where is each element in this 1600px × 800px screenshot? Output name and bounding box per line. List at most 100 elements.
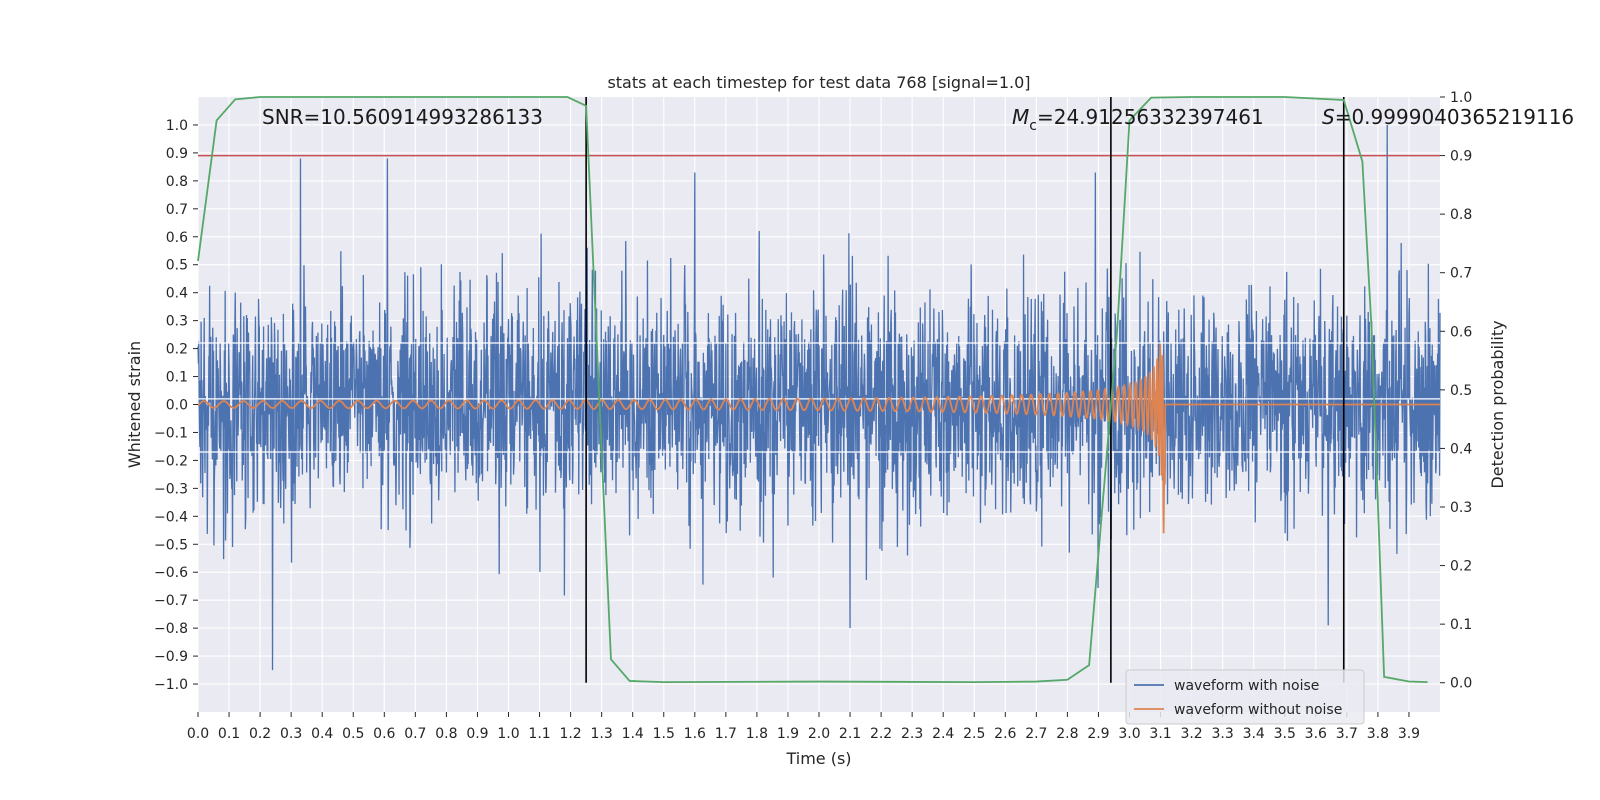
noise-series [197, 124, 1441, 671]
x-tick-label: 1.9 [777, 726, 799, 742]
x-tick-label: 2.4 [932, 726, 954, 742]
y2-tick-label: 0.1 [1450, 617, 1472, 633]
y-tick-label: −0.2 [154, 453, 188, 469]
y-tick-label: −1.0 [154, 677, 188, 693]
annotation-chirp-mass: Mc=24.91256332397461 [1012, 105, 1264, 134]
x-tick-label: 1.0 [497, 726, 519, 742]
y-tick-label: −0.3 [154, 481, 188, 497]
annotation-chirp-mass-symbol: M [1012, 105, 1029, 129]
annotation-chirp-mass-value: =24.91256332397461 [1037, 105, 1264, 129]
horizontal-reference-lines [198, 342, 1440, 453]
x-tick-label: 2.3 [901, 726, 923, 742]
vertical-markers [585, 97, 1345, 683]
y2-tick-label: 0.3 [1450, 500, 1472, 516]
x-tick-label: 1.4 [622, 726, 644, 742]
y-axis-ticks: 1.0 0.9 0.8 0.7 0.6 0.5 0.4 0.3 0.2 0.1 0.0 −0.1 −0.… [154, 118, 198, 693]
y2-axis-ticks: 0.0 0.1 0.2 0.3 0.4 0.5 0.6 0.7 0.8 0.9 1.0 [1440, 90, 1472, 692]
x-tick-label: 1.2 [559, 726, 581, 742]
chart-title: stats at each timestep for test data 768… [607, 73, 1030, 92]
y2-tick-label: 1.0 [1450, 90, 1472, 106]
y-tick-label: 0.2 [166, 342, 188, 358]
y-tick-label: −0.1 [154, 425, 188, 441]
x-tick-label: 1.8 [746, 726, 768, 742]
x-tick-label: 0.8 [435, 726, 457, 742]
y-tick-label: 0.0 [166, 398, 188, 414]
y2-tick-label: 0.4 [1450, 441, 1472, 457]
x-tick-label: 0.4 [311, 726, 333, 742]
y-tick-label: 1.0 [166, 118, 188, 134]
x-tick-label: 2.2 [870, 726, 892, 742]
x-tick-label: 3.7 [1336, 726, 1358, 742]
x-tick-label: 0.3 [280, 726, 302, 742]
x-tick-label: 3.9 [1398, 726, 1420, 742]
annotation-score-symbol: S [1322, 105, 1335, 129]
y2-tick-label: 0.0 [1450, 676, 1472, 692]
series-line-detection-probability [197, 96, 1428, 684]
y-axis-label: Whitened strain [125, 341, 144, 468]
annotation-chirp-mass-subscript: c [1029, 118, 1037, 134]
y-tick-label: −0.7 [154, 593, 188, 609]
x-tick-label: 0.1 [218, 726, 240, 742]
x-tick-label: 2.5 [963, 726, 985, 742]
series-line-waveform-with-noise [197, 124, 1441, 671]
x-axis-label: Time (s) [785, 749, 851, 768]
y-tick-label: 0.8 [166, 174, 188, 190]
annotation-score-value: =0.9999040365219116 [1335, 105, 1574, 129]
x-tick-label: 2.0 [808, 726, 830, 742]
x-tick-label: 0.0 [187, 726, 209, 742]
x-tick-label: 2.7 [1025, 726, 1047, 742]
x-tick-label: 0.6 [373, 726, 395, 742]
x-tick-label: 2.9 [1087, 726, 1109, 742]
y-tick-label: −0.9 [154, 649, 188, 665]
x-tick-label: 0.9 [466, 726, 488, 742]
y-tick-label: −0.6 [154, 565, 188, 581]
x-tick-label: 2.8 [1056, 726, 1078, 742]
x-tick-label: 3.5 [1274, 726, 1296, 742]
y2-tick-label: 0.6 [1450, 324, 1472, 340]
x-tick-label: 2.1 [839, 726, 861, 742]
y-tick-label: 0.6 [166, 230, 188, 246]
y2-axis-label: Detection probability [1488, 320, 1507, 488]
y-tick-label: 0.7 [166, 202, 188, 218]
y-tick-label: 0.3 [166, 314, 188, 330]
x-tick-label: 0.2 [249, 726, 271, 742]
y2-tick-label: 0.7 [1450, 266, 1472, 282]
x-tick-label: 1.7 [715, 726, 737, 742]
x-tick-label: 3.1 [1149, 726, 1171, 742]
x-tick-label: 3.4 [1243, 726, 1265, 742]
x-tick-label: 3.8 [1367, 726, 1389, 742]
x-tick-label: 1.5 [653, 726, 675, 742]
y2-tick-label: 0.2 [1450, 559, 1472, 575]
y-tick-label: 0.9 [166, 146, 188, 162]
y-tick-label: −0.8 [154, 621, 188, 637]
x-tick-label: 2.6 [994, 726, 1016, 742]
y2-tick-label: 0.9 [1450, 149, 1472, 165]
x-tick-label: 0.5 [342, 726, 364, 742]
y2-tick-label: 0.5 [1450, 383, 1472, 399]
y-tick-label: −0.4 [154, 509, 188, 525]
legend: waveform with noise waveform without noi… [1125, 669, 1365, 725]
y2-tick-label: 0.8 [1450, 207, 1472, 223]
x-axis-ticks: 0.0 0.1 0.2 0.3 0.4 0.5 0.6 0.7 0.8 0.9 1.0 1.1 1.2 1… [187, 712, 1420, 742]
x-tick-label: 0.7 [404, 726, 426, 742]
legend-label-waveform-with-noise: waveform with noise [1174, 678, 1319, 694]
annotation-score: S=0.9999040365219116 [1322, 105, 1574, 129]
series-line-waveform-without-noise [197, 344, 1440, 534]
x-tick-label: 1.6 [684, 726, 706, 742]
signal-series [197, 344, 1440, 534]
x-tick-label: 3.0 [1118, 726, 1140, 742]
x-tick-label: 1.3 [591, 726, 613, 742]
y-tick-label: −0.5 [154, 537, 188, 553]
x-tick-label: 1.1 [528, 726, 550, 742]
x-tick-label: 3.6 [1305, 726, 1327, 742]
y-tick-label: 0.4 [166, 286, 188, 302]
legend-label-waveform-without-noise: waveform without noise [1174, 702, 1342, 718]
annotation-snr: SNR=10.560914993286133 [262, 105, 543, 129]
y-tick-label: 0.1 [166, 370, 188, 386]
y-tick-label: 0.5 [166, 258, 188, 274]
x-tick-label: 3.2 [1180, 726, 1202, 742]
legend-box [1125, 669, 1365, 725]
x-tick-label: 3.3 [1212, 726, 1234, 742]
